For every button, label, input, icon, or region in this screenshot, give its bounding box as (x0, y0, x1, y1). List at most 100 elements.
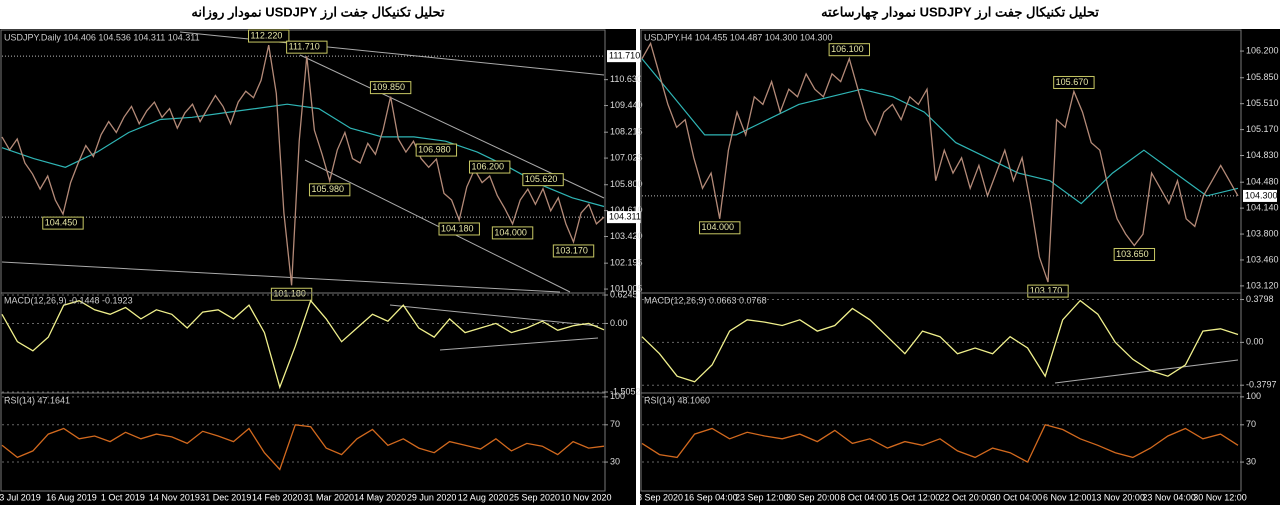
trend-line (389, 304, 599, 327)
value-label-box (308, 183, 351, 197)
value-label-box (1027, 284, 1069, 298)
x-tick-label: 12 Aug 2020 (458, 492, 509, 502)
x-tick-label: 1 Oct 2019 (101, 492, 145, 502)
data-line (1, 424, 605, 471)
y-tick-label: 110.630 (610, 74, 642, 84)
y-tick-label: 105.170 (1246, 124, 1279, 134)
x-tick-label: 8 Sep 2020 (637, 492, 683, 502)
value-label-box (828, 43, 871, 57)
y-tick-label: 108.215 (610, 127, 643, 137)
y-tick-label: 103.460 (1246, 254, 1279, 264)
data-line (1, 299, 605, 390)
value-label-box (522, 173, 564, 187)
value-label-box (438, 222, 480, 236)
data-line (1, 44, 605, 286)
value-label-box (248, 29, 290, 43)
value-label: 101.180 (273, 289, 306, 299)
x-tick-label: 30 Nov 12:00 (1193, 492, 1247, 502)
title-strip (0, 0, 1280, 29)
price-marker-box (607, 211, 641, 224)
y-tick-label: 103.120 (1246, 280, 1279, 290)
indicator-label: RSI(14) 48.1060 (644, 395, 710, 405)
value-label-box (468, 160, 511, 174)
value-label: 106.980 (418, 144, 451, 154)
y-tick-label: 0.00 (1246, 337, 1264, 347)
x-tick-label: 10 Nov 2020 (560, 492, 611, 502)
value-label: 103.650 (1116, 249, 1149, 259)
y-tick-label: -0.3797 (1246, 380, 1277, 390)
y-tick-label: 102.195 (610, 258, 643, 268)
divider (636, 29, 640, 505)
value-label: 111.710 (289, 42, 320, 52)
y-tick-label: 30 (1246, 456, 1256, 466)
x-tick-label: 22 Oct 20:00 (940, 492, 992, 502)
y-tick-label: 103.800 (1246, 228, 1279, 238)
indicator-label: MACD(12,26,9) -0.1448 -0.1923 (4, 295, 133, 305)
y-tick-label: 105.800 (610, 179, 643, 189)
x-tick-label: 31 Mar 2020 (303, 492, 354, 502)
x-tick-label: 3 Jul 2019 (0, 492, 41, 502)
value-label-box (369, 81, 412, 95)
y-tick-label: 104.830 (1246, 150, 1279, 160)
value-label: 104.180 (441, 223, 474, 233)
x-tick-label: 16 Aug 2019 (46, 492, 97, 502)
price-marker: 111.710 (609, 51, 640, 61)
value-label-box (42, 216, 84, 230)
value-label-box (270, 287, 313, 301)
value-label: 106.200 (471, 161, 504, 171)
y-tick-label: 109.440 (610, 100, 643, 110)
data-line (641, 299, 1239, 383)
y-tick-label: 103.420 (610, 231, 643, 241)
value-label: 105.980 (311, 184, 344, 194)
trend-line (304, 159, 571, 293)
value-label: 104.000 (702, 222, 735, 232)
value-label-box (415, 143, 458, 157)
x-tick-label: 14 May 2020 (354, 492, 406, 502)
price-marker-box (1243, 189, 1277, 202)
value-label-box (286, 40, 328, 54)
indicator-label: USDJPY.H4 104.455 104.487 104.300 104.30… (644, 32, 833, 42)
x-tick-label: 30 Sep 20:00 (786, 492, 840, 502)
data-line (641, 424, 1239, 463)
y-tick-label: 70 (610, 419, 620, 429)
y-tick-label: 104.140 (1246, 203, 1279, 213)
y-tick-label: 106.200 (1246, 45, 1279, 55)
value-label-box (699, 221, 741, 235)
x-tick-label: 6 Nov 12:00 (1043, 492, 1092, 502)
value-label-box (1113, 247, 1156, 261)
y-tick-label: 105.850 (1246, 72, 1279, 82)
indicator-label: MACD(12,26,9) 0.0663 0.0768 (644, 295, 767, 305)
value-label: 103.170 (1030, 285, 1063, 295)
y-tick-label: 0.00 (610, 318, 628, 328)
x-tick-label: 23 Sep 12:00 (735, 492, 789, 502)
x-tick-label: 16 Sep 04:00 (684, 492, 738, 502)
x-tick-label: 14 Feb 2020 (252, 492, 303, 502)
x-tick-label: 29 Jun 2020 (407, 492, 457, 502)
x-tick-label: 25 Sep 2020 (509, 492, 560, 502)
y-tick-label: 100 (610, 391, 625, 401)
indicator-label: RSI(14) 47.1641 (4, 395, 70, 405)
x-tick-label: 31 Dec 2019 (200, 492, 251, 502)
price-marker: 104.300 (1245, 190, 1278, 200)
value-label-box (491, 226, 534, 240)
value-label: 103.170 (555, 245, 588, 255)
value-label: 109.850 (372, 82, 405, 92)
value-label: 104.450 (45, 217, 78, 227)
value-label: 112.220 (251, 30, 283, 40)
value-label: 106.100 (831, 44, 864, 54)
plot-frame (640, 392, 1242, 492)
x-tick-label: 8 Oct 04:00 (840, 492, 887, 502)
chart-title: تحلیل تکنیکال جفت ارز USDJPY نمودار چهار… (821, 4, 1099, 20)
value-label-box (552, 244, 595, 258)
x-tick-label: 13 Nov 20:00 (1091, 492, 1145, 502)
y-tick-label: 30 (610, 456, 620, 466)
y-tick-label: 105.510 (1246, 98, 1279, 108)
y-tick-label: 70 (1246, 419, 1256, 429)
value-label-box (1053, 75, 1095, 89)
value-label: 105.620 (525, 174, 558, 184)
y-tick-label: -1.5052 (610, 386, 641, 396)
data-line (641, 41, 1239, 283)
y-tick-label: 0.3798 (1246, 294, 1274, 304)
y-tick-label: 104.480 (1246, 177, 1279, 187)
